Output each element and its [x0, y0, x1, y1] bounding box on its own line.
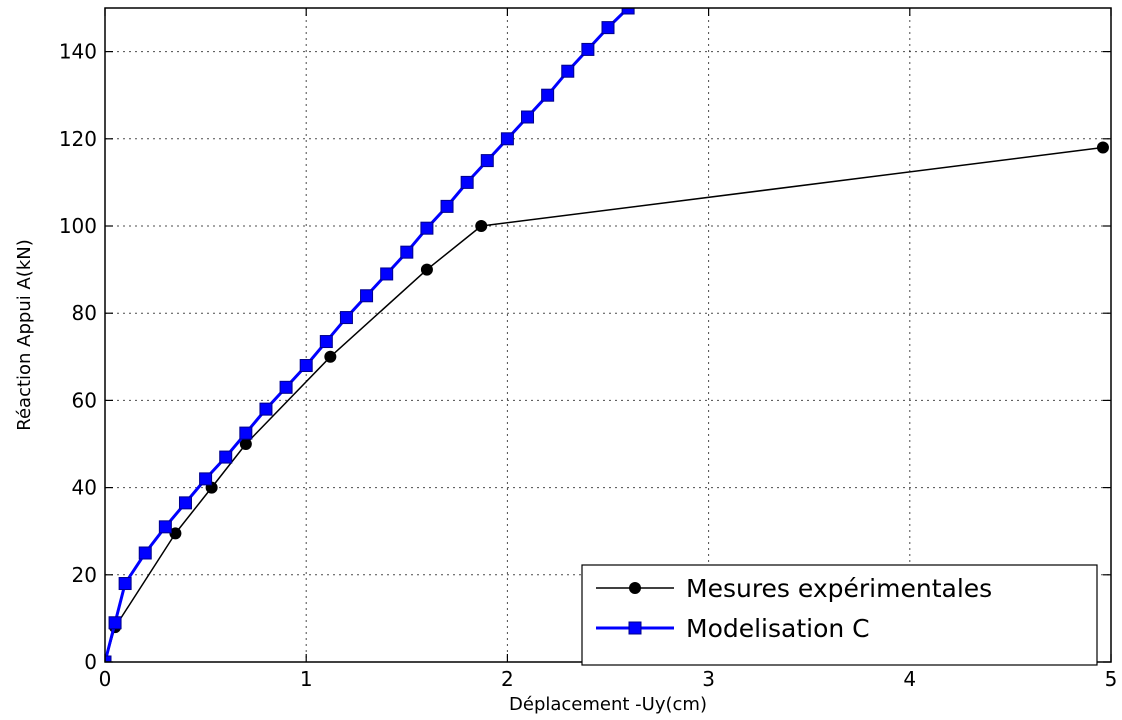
plot-frame — [104, 7, 1112, 663]
series-point-1 — [239, 426, 253, 440]
y-tick-label: 40 — [72, 476, 97, 500]
y-tick-label: 60 — [72, 388, 97, 412]
series-point-1 — [118, 577, 132, 591]
x-tick-label: 5 — [1105, 667, 1118, 691]
x-tick-label: 3 — [702, 667, 715, 691]
legend-marker-experimental — [629, 582, 641, 594]
x-tick-label: 0 — [99, 667, 112, 691]
y-tick-label: 140 — [59, 40, 97, 64]
x-tick-label: 2 — [501, 667, 514, 691]
y-axis-title: Réaction Appui A(kN) — [14, 239, 35, 430]
x-tick-label: 4 — [903, 667, 916, 691]
legend-label-model: Modelisation C — [686, 614, 870, 643]
series-point-1 — [339, 311, 353, 325]
series-point-1 — [480, 154, 494, 168]
series-point-1 — [380, 267, 394, 281]
plot-area — [105, 8, 1109, 662]
series-point-1 — [158, 520, 172, 534]
series-point-1 — [219, 450, 233, 464]
series-point-1 — [105, 655, 112, 662]
series-point-1 — [279, 380, 293, 394]
series-point-1 — [500, 132, 514, 146]
series-point-0 — [169, 527, 182, 540]
series-layer — [105, 8, 1109, 662]
series-point-0 — [324, 350, 337, 363]
series-point-1 — [319, 335, 333, 349]
series-point-1 — [400, 245, 414, 259]
series-point-1 — [581, 42, 595, 56]
series-point-0 — [420, 263, 433, 276]
series-point-1 — [460, 175, 474, 189]
tick-labels: 0 1 2 3 4 5 0 20 40 60 80 100 120 140 — [59, 40, 1118, 691]
series-point-1 — [601, 21, 615, 35]
legend-marker-model — [628, 621, 642, 635]
legend-box — [581, 564, 1098, 666]
series-point-1 — [178, 496, 192, 510]
series-point-1 — [108, 616, 122, 630]
series-point-0 — [475, 220, 488, 232]
x-tick-label: 1 — [300, 667, 313, 691]
x-axis-title: Déplacement -Uy(cm) — [509, 694, 707, 715]
series-point-1 — [521, 110, 535, 124]
series-point-1 — [440, 199, 454, 213]
series-point-1 — [561, 64, 575, 78]
y-tick-label: 20 — [72, 563, 97, 587]
y-tick-label: 0 — [84, 650, 97, 674]
y-tick-label: 120 — [59, 127, 97, 151]
legend: Mesures expérimentales Modelisation C — [581, 564, 1098, 666]
series-line-1 — [105, 8, 630, 662]
series-point-0 — [239, 438, 252, 450]
legend-label-experimental: Mesures expérimentales — [686, 574, 992, 603]
series-point-1 — [360, 289, 374, 303]
series-point-1 — [541, 88, 555, 102]
y-tick-label: 80 — [72, 301, 97, 325]
series-point-1 — [259, 402, 273, 416]
ticks — [104, 8, 1112, 663]
series-point-1 — [621, 8, 635, 15]
series-point-1 — [299, 359, 313, 373]
series-point-1 — [199, 472, 213, 486]
grid — [105, 8, 1111, 662]
series-point-1 — [138, 546, 152, 560]
series-point-0 — [1096, 141, 1109, 154]
y-tick-label: 100 — [59, 214, 97, 238]
series-point-1 — [420, 221, 434, 235]
